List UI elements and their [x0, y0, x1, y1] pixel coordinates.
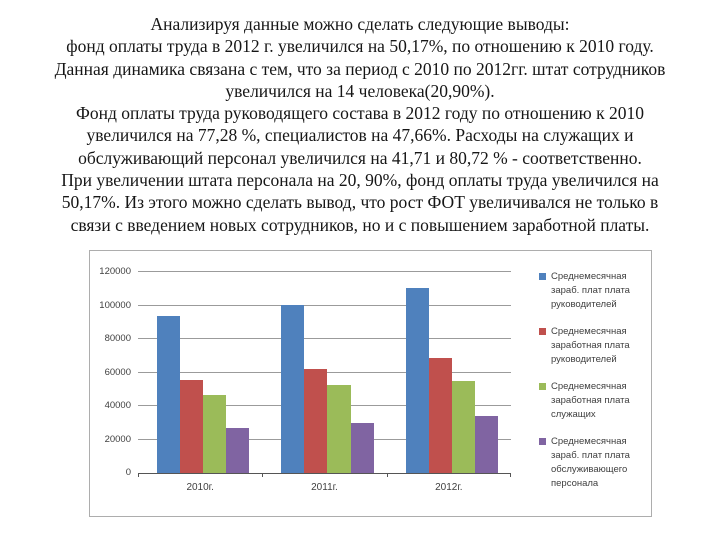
- legend-entry-series3: Среднемесячная заработная плата служащих: [539, 380, 647, 422]
- analysis-text-line-2: фонд оплаты труда в 2012 г. увеличился н…: [66, 36, 654, 57]
- gridline-80000: [138, 338, 511, 340]
- legend-entry-series4: Среднемесячная зараб. плат плата обслужи…: [539, 435, 647, 491]
- legend-label: Среднемесячная заработная плата руководи…: [551, 326, 630, 365]
- y-tick-label-120000: 120000: [99, 266, 131, 277]
- legend-entry-series2: Среднемесячная заработная плата руководи…: [539, 325, 647, 367]
- legend-label: Среднемесячная заработная плата служащих: [551, 381, 630, 420]
- legend-swatch-icon: [539, 328, 546, 335]
- bar-series2-2012г.: [428, 358, 452, 473]
- legend-swatch-icon: [539, 383, 546, 390]
- bar-series3-2010г.: [203, 395, 227, 473]
- y-tick-label-80000: 80000: [104, 333, 131, 345]
- bar-series2-2011г.: [304, 369, 328, 473]
- y-tick-label-0: 0: [125, 467, 131, 478]
- y-tick-label-100000: 100000: [99, 299, 131, 311]
- analysis-text-line-6: увеличился на 77,28 %, специалистов на 4…: [86, 125, 634, 146]
- analysis-text-line-10: связи с введением новых сотрудников, но …: [70, 214, 650, 235]
- legend-label: Среднемесячная зараб. плат плата обслужи…: [551, 436, 630, 489]
- analysis-text-block: Анализируя данные можно сделать следующи…: [26, 13, 694, 236]
- analysis-text-line-8: При увеличении штата персонала на 20, 90…: [61, 170, 659, 191]
- bar-series4-2012г.: [474, 416, 498, 473]
- analysis-text-line-5: Фонд оплаты труда руководящего состава в…: [76, 103, 644, 124]
- y-tick-label-20000: 20000: [104, 433, 131, 445]
- bar-series4-2011г.: [350, 422, 374, 473]
- bar-group-2012г.: [387, 272, 511, 473]
- bar-series1-2012г.: [405, 287, 429, 473]
- legend-swatch-icon: [539, 438, 546, 445]
- legend-entry-series1: Среднемесячная зараб. плат плата руковод…: [539, 270, 647, 312]
- y-tick-label-60000: 60000: [104, 366, 131, 378]
- bar-series1-2010г.: [157, 316, 181, 473]
- legend-swatch-icon: [539, 273, 546, 280]
- bar-series3-2012г.: [451, 380, 475, 473]
- x-axis-tick: [510, 473, 511, 477]
- bar-group-2010г.: [138, 272, 262, 473]
- gridline-100000: [138, 304, 511, 306]
- bar-series4-2010г.: [226, 427, 250, 473]
- bar-series2-2010г.: [180, 380, 204, 473]
- bar-series1-2011г.: [281, 304, 305, 473]
- salary-bar-chart: 0 20000 40000 60000 80000 100000 120000 2010г. 2…: [89, 250, 652, 517]
- x-axis-tick: [138, 473, 139, 477]
- x-axis-tick: [262, 473, 264, 477]
- x-category-label-2010г.: 2010г.: [186, 482, 214, 493]
- x-category-label-2011г.: 2011г.: [311, 482, 338, 493]
- analysis-text-line-9: 50,17%. Из этого можно сделать вывод, чт…: [61, 192, 659, 213]
- x-axis-line: [138, 473, 511, 474]
- legend-label: Среднемесячная зараб. плат плата руковод…: [551, 271, 630, 310]
- gridline-120000: [138, 271, 511, 272]
- bar-group-2011г.: [262, 272, 386, 473]
- analysis-text-line-3: Данная динамика связана с тем, что за пе…: [54, 58, 666, 79]
- bar-series3-2011г.: [327, 385, 351, 473]
- chart-plot-area: 0 20000 40000 60000 80000 100000 120000 2010г. 2…: [99, 266, 511, 493]
- analysis-text-line-4: увеличился на 14 человека(20,90%).: [225, 80, 495, 101]
- chart-legend: Среднемесячная зараб. плат плата руковод…: [539, 270, 647, 491]
- analysis-text-line-1: Анализируя данные можно сделать следующи…: [150, 14, 570, 34]
- x-axis-tick: [386, 473, 388, 477]
- analysis-text-line-7: обслуживающий персонал увеличился на 41,…: [78, 147, 642, 168]
- y-tick-label-40000: 40000: [104, 400, 131, 412]
- x-category-label-2012г.: 2012г.: [435, 482, 463, 493]
